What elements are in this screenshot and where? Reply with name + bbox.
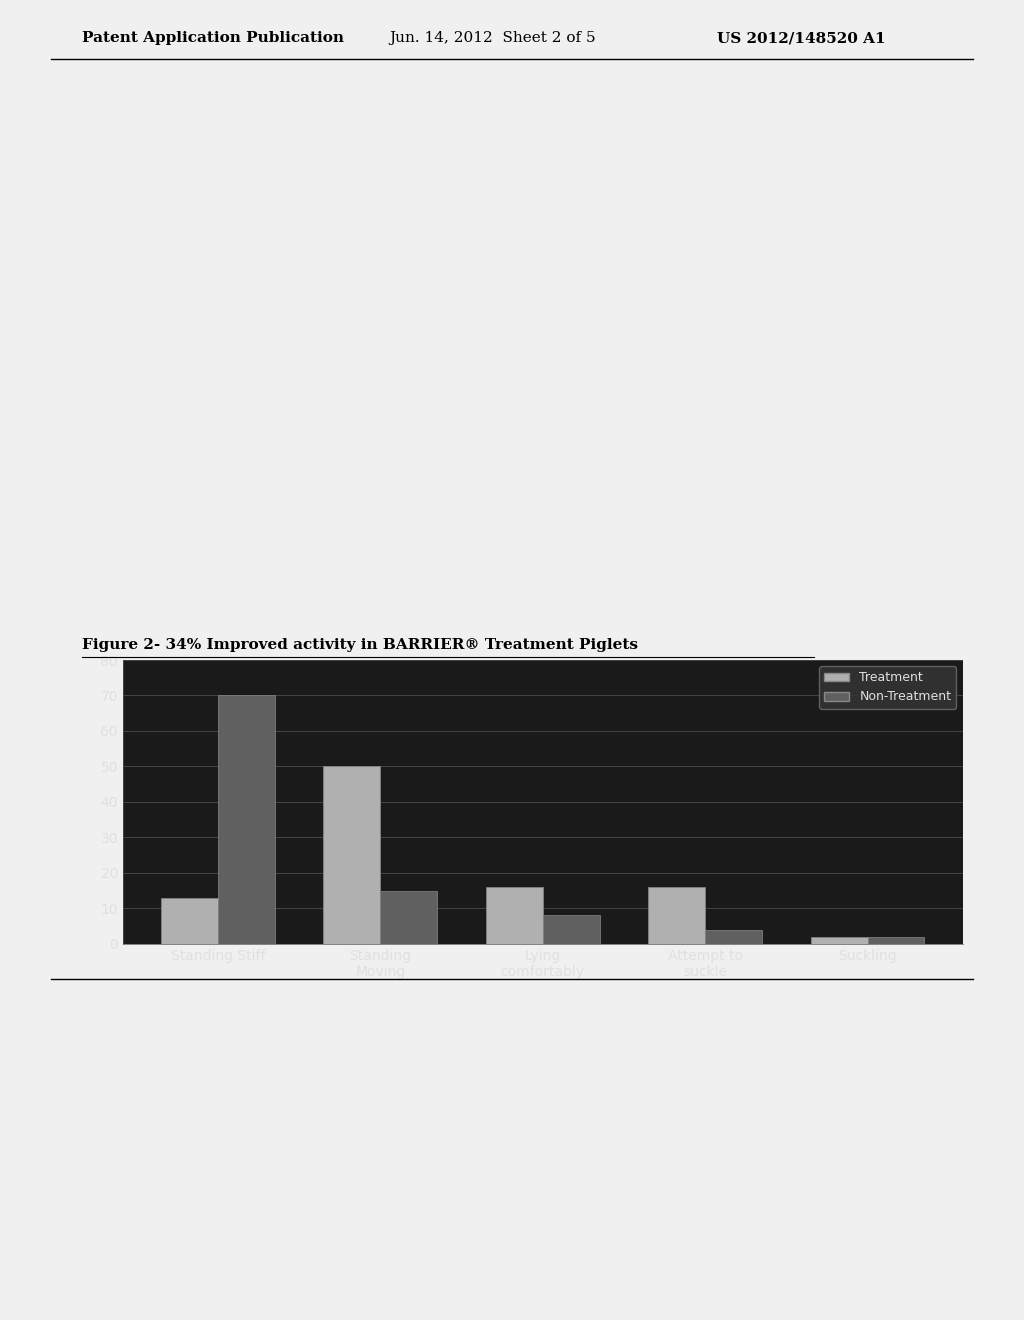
Bar bbox=[485, 887, 543, 944]
Bar bbox=[324, 767, 380, 944]
Text: Jun. 14, 2012  Sheet 2 of 5: Jun. 14, 2012 Sheet 2 of 5 bbox=[389, 32, 596, 45]
Text: US 2012/148520 A1: US 2012/148520 A1 bbox=[717, 32, 886, 45]
Text: Patent Application Publication: Patent Application Publication bbox=[82, 32, 344, 45]
Legend: Treatment, Non-Treatment: Treatment, Non-Treatment bbox=[819, 667, 956, 709]
Text: Figure 2- 34% Improved activity in BARRIER® Treatment Piglets: Figure 2- 34% Improved activity in BARRI… bbox=[82, 639, 638, 652]
Bar bbox=[867, 937, 925, 944]
Bar bbox=[161, 898, 218, 944]
Bar bbox=[811, 937, 867, 944]
Bar bbox=[648, 887, 706, 944]
Bar bbox=[543, 916, 600, 944]
Bar bbox=[218, 696, 274, 944]
Bar bbox=[706, 929, 762, 944]
Bar bbox=[380, 891, 437, 944]
